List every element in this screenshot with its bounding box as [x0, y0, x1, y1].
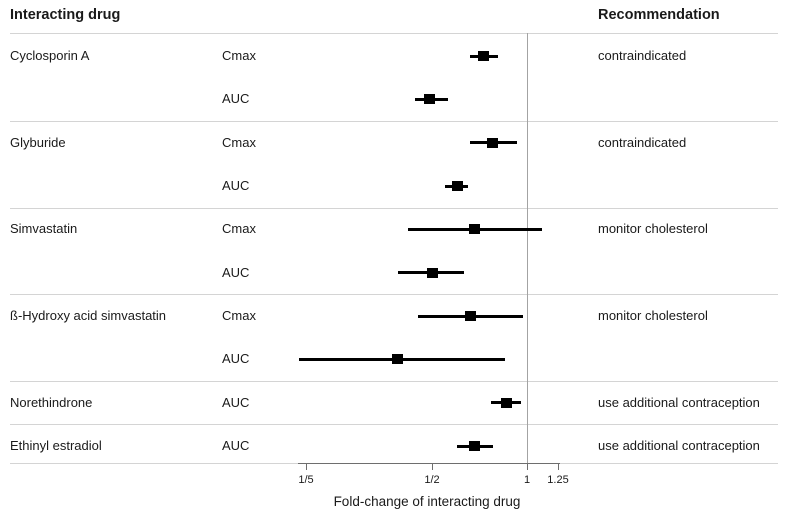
point-estimate-marker: [487, 137, 499, 148]
reference-line: [527, 33, 528, 463]
column-header-recommendation: Recommendation: [598, 7, 720, 23]
recommendation-label: use additional contraception: [598, 438, 760, 454]
point-estimate-marker: [500, 397, 512, 408]
point-estimate-marker: [392, 354, 404, 365]
x-axis-tick: [432, 463, 433, 470]
recommendation-label: monitor cholesterol: [598, 308, 708, 324]
column-header-interacting-drug: Interacting drug: [10, 7, 121, 23]
drug-label: Ethinyl estradiol: [10, 438, 102, 454]
x-axis-title: Fold-change of interacting drug: [333, 494, 521, 509]
drug-label: Glyburide: [10, 134, 66, 150]
recommendation-label: contraindicated: [598, 48, 687, 63]
measure-label: AUC: [222, 351, 250, 367]
group-divider: [10, 424, 778, 425]
point-estimate-marker: [468, 441, 480, 452]
group-divider: [10, 381, 778, 382]
point-estimate-marker: [464, 311, 476, 322]
point-estimate-marker: [468, 224, 480, 235]
x-axis-tick: [558, 463, 559, 470]
x-axis-tick-label: 1.25: [547, 474, 569, 486]
group-divider: [10, 294, 778, 295]
measure-label: AUC: [222, 438, 250, 454]
measure-label: Cmax: [222, 308, 256, 324]
measure-label: AUC: [222, 264, 250, 280]
x-axis-tick-label: 1: [523, 474, 531, 486]
group-divider: [10, 121, 778, 122]
x-axis-tick-label: 1/5: [298, 474, 314, 486]
measure-label: Cmax: [222, 221, 256, 237]
recommendation-label: use additional contraception: [598, 394, 760, 410]
point-estimate-marker: [451, 181, 463, 192]
measure-label: AUC: [222, 394, 250, 410]
drug-label: Norethindrone: [10, 394, 93, 410]
group-divider: [10, 208, 778, 209]
drug-label: Simvastatin: [10, 221, 78, 237]
point-estimate-marker: [423, 94, 435, 105]
drug-label: ß-Hydroxy acid simvastatin: [10, 308, 167, 324]
header-divider: [10, 33, 778, 34]
x-axis-line: [298, 463, 560, 464]
point-estimate-marker: [426, 267, 438, 278]
recommendation-label: monitor cholesterol: [598, 221, 708, 237]
x-axis-tick: [306, 463, 307, 470]
point-estimate-marker: [478, 51, 490, 61]
measure-label: AUC: [222, 178, 250, 194]
drug-label: Cyclosporin A: [10, 48, 90, 63]
measure-label: Cmax: [222, 48, 256, 63]
x-axis-tick: [527, 463, 528, 470]
recommendation-label: contraindicated: [598, 134, 687, 150]
x-axis-tick-label: 1/2: [424, 474, 440, 486]
measure-label: AUC: [222, 91, 250, 107]
measure-label: Cmax: [222, 134, 256, 150]
